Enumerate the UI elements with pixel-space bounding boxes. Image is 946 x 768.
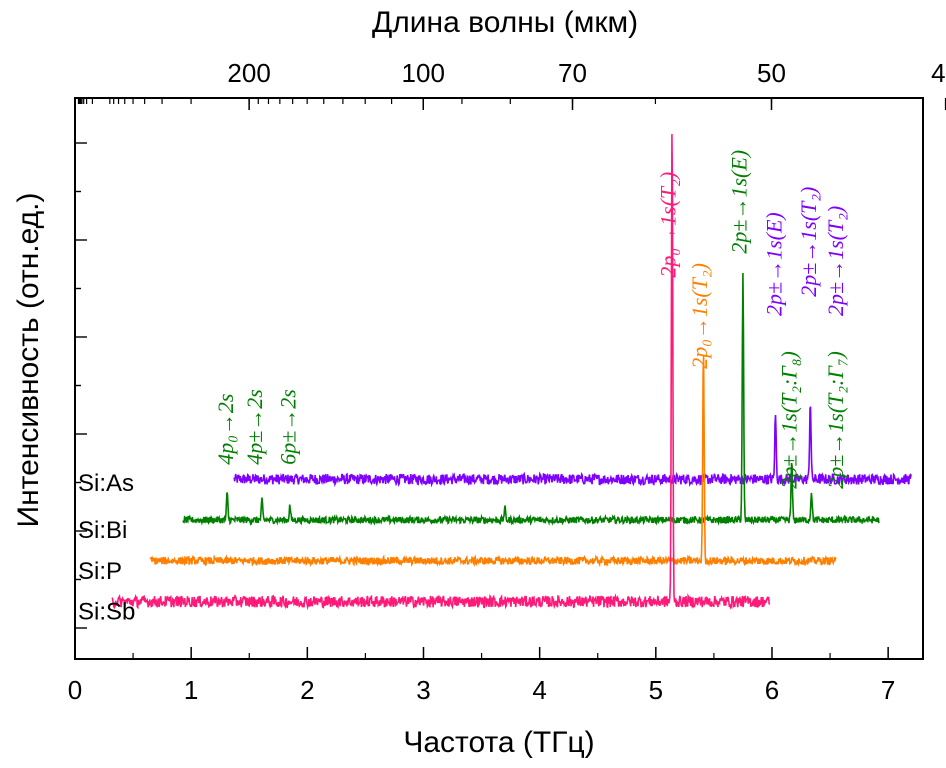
top-tick-label: 50 <box>757 58 786 88</box>
peak-annotation: 2p₀→1s(T₂) <box>656 172 681 278</box>
series-line-si-as <box>233 406 913 488</box>
peak-annotation: 2p±→1s(T₂:Γ₇) <box>823 351 848 489</box>
x-tick-label: 6 <box>765 675 779 705</box>
peak-annotation: 2p±→1s(T₂) <box>796 187 821 297</box>
x-tick-label: 3 <box>416 675 430 705</box>
top-tick-label: 70 <box>558 58 587 88</box>
plot-frame <box>74 97 924 660</box>
series-line-si-bi <box>182 273 880 527</box>
top-axis-title: Длина волны (мкм) <box>372 6 638 39</box>
top-tick-label: 40 <box>931 58 946 88</box>
x-tick-label: 2 <box>300 675 314 705</box>
series-labels: Si:As Si:Bi Si:P Si:Sb <box>78 470 135 625</box>
axis-ticks: 0123456720010070504030 <box>68 58 946 705</box>
peak-annotation: 2p±→1s(E) <box>726 150 751 254</box>
x-tick-label: 7 <box>881 675 895 705</box>
series-label: Si:As <box>78 470 134 497</box>
peak-annotation: 2p₀→1s(T₂) <box>687 263 712 369</box>
series-line-si-sb <box>111 134 771 611</box>
peak-annotation: 2p±→1s(E) <box>761 212 786 316</box>
x-tick-label: 4 <box>532 675 546 705</box>
series-label: Si:Sb <box>78 599 135 626</box>
annotations: 4p₀→2s 4p±→2s 6p±→2s 2p₀→1s(T₂)2p₀→1s(T₂) 2p… <box>213 150 848 489</box>
x-tick-label: 1 <box>184 675 198 705</box>
x-tick-label: 5 <box>649 675 663 705</box>
series-label: Si:P <box>78 558 122 585</box>
top-tick-label: 100 <box>402 58 445 88</box>
peak-annotation: 2p±→1s(T₂) <box>823 206 848 316</box>
x-axis-title: Частота (ТГц) <box>403 726 594 759</box>
x-tick-label: 0 <box>68 675 82 705</box>
series-label: Si:Bi <box>78 517 127 544</box>
peak-annotation: 2p±→1s(T₂:Γ₈) <box>776 351 801 489</box>
top-tick-label: 200 <box>227 58 270 88</box>
peak-annotation: 4p±→2s <box>242 389 267 465</box>
y-axis-title: Интенсивность (отн.ед.) <box>12 193 45 528</box>
series-line-si-p <box>149 355 837 568</box>
peak-annotation: 6p±→2s <box>276 389 301 465</box>
series-layer <box>111 134 913 611</box>
peak-annotation: 4p₀→2s <box>213 394 238 465</box>
